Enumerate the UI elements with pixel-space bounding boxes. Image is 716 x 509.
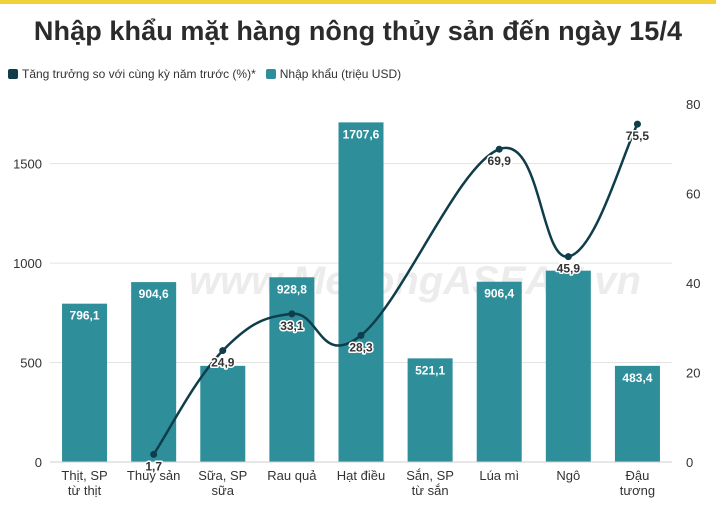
bar-data-label: 1707,6 xyxy=(343,127,380,141)
y-left-tick-label: 1000 xyxy=(13,256,42,271)
y-left-tick-label: 500 xyxy=(20,356,42,371)
legend-label-import: Nhập khẩu (triệu USD) xyxy=(279,67,402,81)
bar-data-label: 483,4 xyxy=(622,371,652,385)
y-left-tick-label: 0 xyxy=(35,455,42,470)
growth-data-label: 33,1 xyxy=(280,319,304,333)
x-category-label: Thịt, SP từ thịt xyxy=(61,468,107,498)
x-category-label: Đậu tương xyxy=(620,468,655,498)
x-category-label: Hạt điều xyxy=(337,468,385,483)
x-category-label: Sắn, SP từ sắn xyxy=(406,468,454,498)
x-category-label: Ngô xyxy=(556,468,580,483)
legend-swatch-import xyxy=(265,69,276,79)
legend-swatch-growth xyxy=(8,69,18,79)
x-category-label: Rau quả xyxy=(267,468,317,483)
bar xyxy=(131,282,177,462)
growth-point xyxy=(495,145,503,153)
bar xyxy=(200,365,246,462)
growth-point xyxy=(150,450,158,458)
growth-data-label: 1,7 xyxy=(145,459,162,473)
bar xyxy=(407,358,453,462)
bar-data-label: 928,8 xyxy=(277,282,307,296)
growth-point xyxy=(288,310,296,318)
growth-point xyxy=(357,331,365,339)
accent-top-line xyxy=(0,0,716,4)
growth-point xyxy=(633,120,641,128)
growth-data-label: 45,9 xyxy=(557,262,581,276)
y-right-tick-label: 60 xyxy=(686,187,700,202)
chart-legend: Tăng trưởng so với cùng kỳ năm trước (%)… xyxy=(8,66,407,82)
chart-title: Nhập khẩu mặt hàng nông thủy sản đến ngà… xyxy=(33,16,683,46)
bar-data-label: 904,6 xyxy=(139,287,169,301)
y-left-tick-label: 1500 xyxy=(13,157,42,172)
legend-item-growth[interactable]: Tăng trưởng so với cùng kỳ năm trước (%)… xyxy=(8,67,256,81)
bar xyxy=(62,303,108,462)
bar xyxy=(614,365,660,462)
bar-data-label: 906,4 xyxy=(484,287,514,301)
bar-data-label: 521,1 xyxy=(415,363,445,377)
growth-point xyxy=(219,347,227,355)
x-category-label: Thủy sản xyxy=(127,468,180,483)
growth-data-label: 28,3 xyxy=(349,340,373,354)
legend-label-growth: Tăng trưởng so với cùng kỳ năm trước (%)… xyxy=(22,67,256,81)
y-right-tick-label: 40 xyxy=(686,276,700,291)
x-category-label: Sữa, SP sữa xyxy=(198,468,247,498)
bar xyxy=(476,281,522,462)
growth-data-label: 24,9 xyxy=(211,356,235,370)
y-right-tick-label: 0 xyxy=(686,455,693,470)
y-right-tick-label: 20 xyxy=(686,366,700,381)
bar xyxy=(545,270,591,462)
bar xyxy=(338,122,384,463)
bar-data-label: 796,1 xyxy=(70,309,100,323)
growth-data-label: 69,9 xyxy=(488,154,512,168)
growth-point xyxy=(564,253,572,261)
x-category-label: Lúa mì xyxy=(479,468,519,483)
y-right-tick-label: 80 xyxy=(686,97,700,112)
legend-item-import[interactable]: Nhập khẩu (triệu USD) xyxy=(265,67,402,81)
growth-data-label: 75,5 xyxy=(626,129,650,143)
bar xyxy=(269,277,315,462)
